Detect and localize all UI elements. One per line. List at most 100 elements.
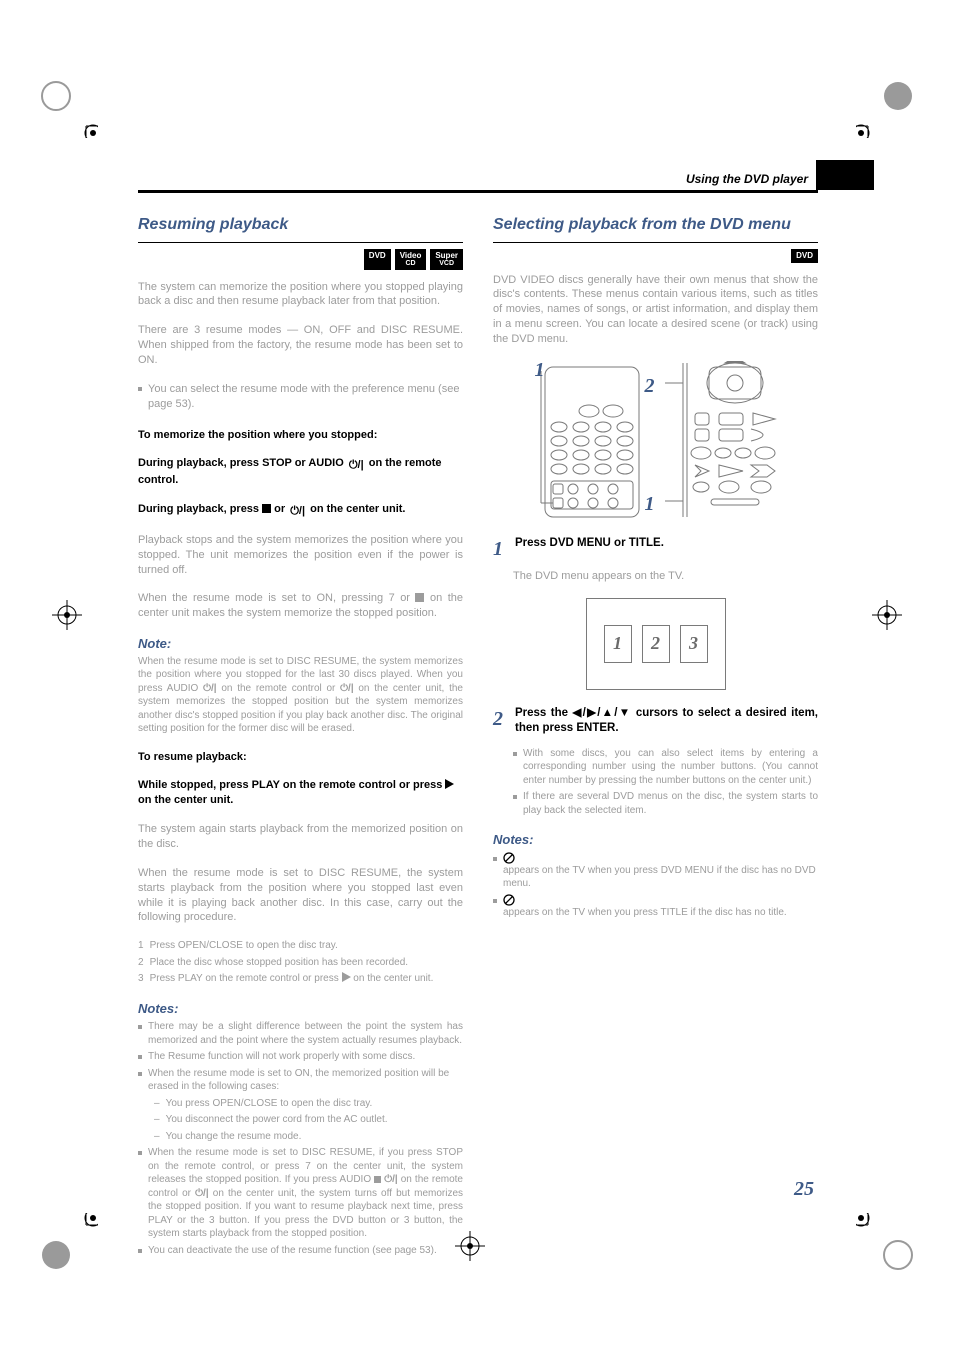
power-icon: ⏻/|	[290, 504, 305, 519]
right-heading: Selecting playback from the DVD menu	[493, 210, 818, 236]
play-icon	[445, 779, 454, 789]
t: (see page 53).	[372, 1245, 437, 1256]
t: You change the resume mode.	[166, 1130, 302, 1144]
step-number-1: 1	[493, 536, 511, 563]
resume-grey-2: When the resume mode is set to DISC RESU…	[138, 866, 463, 925]
menu-cell: 3	[680, 625, 708, 663]
page-edge-tab	[816, 160, 874, 190]
running-head: Using the DVD player	[686, 172, 808, 186]
t: There may be a slight difference between…	[148, 1020, 463, 1047]
remote-front-svg	[527, 361, 647, 521]
badge-svcd: SuperVCD	[430, 249, 463, 270]
t: Place the disc whose stopped position ha…	[150, 956, 409, 970]
step2-note-a: With some discs, you can also select ite…	[513, 747, 818, 788]
resume-steps: 1 Press OPEN/CLOSE to open the disc tray.…	[138, 939, 463, 986]
step2-notes: With some discs, you can also select ite…	[493, 747, 818, 818]
t: appears on the TV when you press DVD MEN…	[503, 852, 818, 891]
play-icon	[342, 972, 351, 982]
mem-grey-1: Playback stops and the system memorizes …	[138, 533, 463, 578]
num: 1	[138, 939, 144, 953]
stop-icon	[415, 593, 424, 602]
left-column: Resuming playback DVD VideoCD SuperVCD T…	[138, 210, 463, 1260]
remote-diagrams: 1	[493, 361, 818, 526]
resume-step-2: 2Place the disc whose stopped position h…	[138, 956, 463, 970]
note-item: There may be a slight difference between…	[138, 1020, 463, 1047]
badge-text: DVD	[369, 251, 386, 260]
t: Press PLAY on the remote control or pres…	[150, 972, 434, 986]
mem-line-2: During playback, press or ⏻/| on the cen…	[138, 502, 463, 519]
note-item: appears on the TV when you press TITLE i…	[493, 894, 818, 920]
notes-list-left: There may be a slight difference between…	[138, 1020, 463, 1257]
bullet-dot	[138, 1072, 142, 1076]
notes-head-right: Notes:	[493, 831, 818, 849]
t: You can deactivate the use of the resume…	[148, 1245, 369, 1256]
step-number-2: 2	[493, 706, 511, 737]
intro-3-text: You can select the resume mode with the …	[148, 382, 463, 412]
resume-step-1: 1 Press OPEN/CLOSE to open the disc tray.	[138, 939, 463, 953]
callout-2: 2	[645, 373, 655, 400]
callout-1: 1	[535, 357, 545, 384]
bullet-dot	[138, 1025, 142, 1029]
t: You disconnect the power cord from the A…	[166, 1113, 388, 1127]
bullet-dot	[493, 857, 497, 861]
badge-vcd: VideoCD	[395, 249, 427, 270]
step-2: 2 Press the ◀/▶/▲/▼ cursors to select a …	[493, 706, 818, 737]
note-item: appears on the TV when you press DVD MEN…	[493, 852, 818, 891]
crop-mark-br	[856, 1213, 916, 1273]
note-item: The Resume function will not work proper…	[138, 1050, 463, 1064]
rule	[138, 242, 463, 243]
left-badges: DVD VideoCD SuperVCD	[138, 249, 463, 270]
crop-mark-ml	[52, 600, 82, 630]
bullet-dot	[138, 1151, 142, 1155]
menu-cell: 2	[642, 625, 670, 663]
note-sublist: –You press OPEN/CLOSE to open the disc t…	[138, 1097, 463, 1144]
t: appears on the TV when you press TITLE i…	[503, 894, 787, 920]
t: You can deactivate the use of the resume…	[148, 1244, 437, 1258]
note-body: When the resume mode is set to DISC RESU…	[138, 655, 463, 736]
dash: –	[154, 1130, 160, 1144]
power-icon: ⏻/|	[340, 683, 354, 694]
note-sub: –You press OPEN/CLOSE to open the disc t…	[154, 1097, 463, 1111]
remote-nav-diagram: 2 1	[665, 361, 785, 526]
bullet-dot	[513, 752, 517, 756]
t: When the resume mode is set to DISC RESU…	[148, 1146, 463, 1241]
step-1-grey: The DVD menu appears on the TV.	[493, 569, 818, 584]
t: When the resume mode is set to ON, press…	[138, 592, 415, 604]
power-icon: ⏻/|	[349, 458, 364, 473]
mem-grey-2: When the resume mode is set to ON, press…	[138, 591, 463, 621]
badge-sub: VCD	[435, 260, 458, 267]
power-icon: ⏻/|	[384, 1174, 398, 1185]
badge-sub: CD	[400, 260, 422, 267]
note-item: When the resume mode is set to ON, the m…	[138, 1067, 463, 1094]
t: appears on the TV when you press DVD MEN…	[503, 865, 816, 890]
t: Press OPEN/CLOSE to open the disc tray.	[150, 939, 338, 953]
badge-dvd: DVD	[791, 249, 818, 263]
bullet-dot	[138, 387, 142, 391]
rule	[493, 242, 818, 243]
t: With some discs, you can also select ite…	[523, 747, 818, 788]
stop-icon	[374, 1176, 381, 1183]
num: 3	[138, 972, 144, 986]
bullet-dot	[138, 1249, 142, 1253]
t: You press OPEN/CLOSE to open the disc tr…	[166, 1097, 373, 1111]
resume-line: While stopped, press PLAY on the remote …	[138, 778, 463, 808]
note-item: You can deactivate the use of the resume…	[138, 1244, 463, 1258]
notes-list-right: appears on the TV when you press DVD MEN…	[493, 852, 818, 920]
header-rule	[138, 190, 818, 193]
t: The Resume function will not work proper…	[148, 1050, 415, 1064]
notes-head-left: Notes:	[138, 1000, 463, 1018]
intro-3: You can select the resume mode with the …	[138, 382, 463, 412]
resume-grey-1: The system again starts playback from th…	[138, 822, 463, 852]
crop-mark-mr	[872, 600, 902, 630]
left-heading: Resuming playback	[138, 210, 463, 236]
t: If there are several DVD menus on the di…	[523, 790, 818, 817]
crop-mark-tl	[38, 78, 98, 138]
step-2-text: Press the ◀/▶/▲/▼ cursors to select a de…	[515, 706, 818, 737]
t: Press the	[515, 707, 573, 719]
badge-dvd: DVD	[364, 249, 391, 270]
callout-1b: 1	[645, 491, 655, 518]
step-1-text: Press DVD MENU or TITLE.	[515, 536, 818, 563]
badge-text: Video	[400, 251, 422, 260]
right-intro: DVD VIDEO discs generally have their own…	[493, 273, 818, 347]
dash: –	[154, 1097, 160, 1111]
